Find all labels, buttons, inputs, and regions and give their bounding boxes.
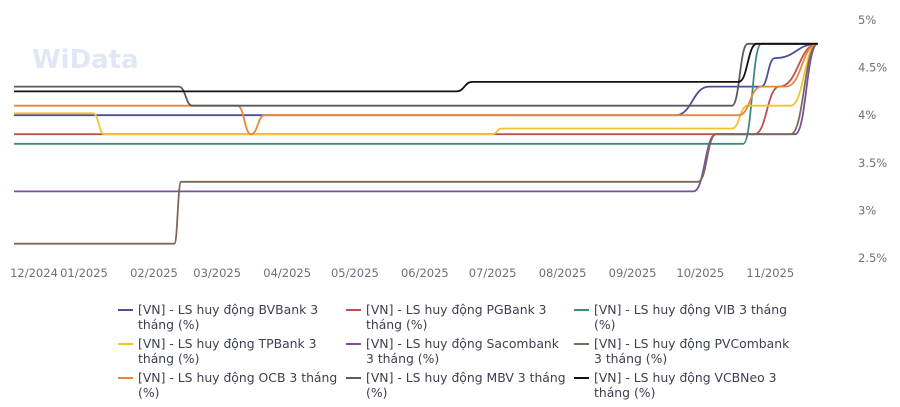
legend-swatch bbox=[346, 343, 361, 345]
legend-item[interactable]: [VN] - LS huy động VIB 3 tháng (%) bbox=[574, 302, 794, 332]
series-line-8 bbox=[14, 42, 818, 93]
legend-swatch bbox=[574, 377, 589, 379]
y-tick-label: 3.5% bbox=[858, 156, 887, 170]
legend-item[interactable]: [VN] - LS huy động PGBank 3 tháng (%) bbox=[346, 302, 566, 332]
x-tick-label: 05/2025 bbox=[331, 266, 379, 280]
y-tick-label: 3% bbox=[858, 203, 876, 217]
series-line-4 bbox=[14, 42, 819, 193]
legend: [VN] - LS huy động BVBank 3 tháng (%) [VN… bbox=[118, 302, 818, 402]
series-line-5 bbox=[14, 42, 819, 245]
x-tick-label: 11/2025 bbox=[746, 266, 794, 280]
legend-label: [VN] - LS huy động MBV 3 tháng (%) bbox=[366, 370, 566, 400]
legend-swatch bbox=[346, 377, 361, 379]
legend-label: [VN] - LS huy động TPBank 3 tháng (%) bbox=[138, 336, 317, 366]
x-tick-label: 09/2025 bbox=[609, 266, 657, 280]
legend-item[interactable]: [VN] - LS huy động TPBank 3 tháng (%) bbox=[118, 336, 338, 366]
x-tick-label: 04/2025 bbox=[263, 266, 311, 280]
x-tick-label: 02/2025 bbox=[130, 266, 178, 280]
series-line-7 bbox=[14, 42, 818, 107]
legend-item[interactable]: [VN] - LS huy động BVBank 3 tháng (%) bbox=[118, 302, 338, 332]
x-tick-label: 08/2025 bbox=[539, 266, 587, 280]
legend-swatch bbox=[574, 343, 589, 345]
legend-item[interactable]: [VN] - LS huy động VCBNeo 3 tháng (%) bbox=[574, 370, 794, 400]
legend-label: [VN] - LS huy động BVBank 3 tháng (%) bbox=[138, 302, 319, 332]
y-tick-label: 2.5% bbox=[858, 251, 887, 265]
legend-item[interactable]: [VN] - LS huy động PVCombank 3 tháng (%) bbox=[574, 336, 794, 366]
x-tick-label: 10/2025 bbox=[676, 266, 724, 280]
x-tick-label: 07/2025 bbox=[469, 266, 517, 280]
series-line-3 bbox=[14, 42, 819, 136]
x-tick-label: 01/2025 bbox=[60, 266, 108, 280]
legend-item[interactable]: [VN] - LS huy động MBV 3 tháng (%) bbox=[346, 370, 566, 400]
legend-label: [VN] - LS huy động PGBank 3 tháng (%) bbox=[366, 302, 547, 332]
y-tick-label: 4% bbox=[858, 108, 876, 122]
y-tick-label: 5% bbox=[858, 13, 876, 27]
legend-swatch bbox=[346, 309, 361, 311]
legend-swatch bbox=[118, 309, 133, 311]
legend-swatch bbox=[118, 377, 133, 379]
x-tick-label: 06/2025 bbox=[401, 266, 449, 280]
legend-swatch bbox=[118, 343, 133, 345]
legend-item[interactable]: [VN] - LS huy động OCB 3 tháng (%) bbox=[118, 370, 338, 400]
x-tick-label: 03/2025 bbox=[193, 266, 241, 280]
legend-item[interactable]: [VN] - LS huy động Sacombank 3 tháng (%) bbox=[346, 336, 566, 366]
legend-label: [VN] - LS huy động VCBNeo 3 tháng (%) bbox=[594, 370, 777, 400]
legend-label: [VN] - LS huy động PVCombank 3 tháng (%) bbox=[594, 336, 790, 366]
legend-swatch bbox=[574, 309, 589, 311]
legend-label: [VN] - LS huy động OCB 3 tháng (%) bbox=[138, 370, 338, 400]
series-lines bbox=[14, 42, 819, 245]
line-chart: WiData 12/2024 01/2025 02/2025 03/2025 04/20… bbox=[10, 13, 887, 280]
x-axis: 12/2024 01/2025 02/2025 03/2025 04/2025 05/20… bbox=[10, 266, 794, 280]
y-axis: 2.5% 3% 3.5% 4% 4.5% 5% bbox=[858, 13, 887, 265]
y-tick-label: 4.5% bbox=[858, 61, 887, 75]
legend-label: [VN] - LS huy động Sacombank 3 tháng (%) bbox=[366, 336, 559, 366]
x-tick-label: 12/2024 bbox=[10, 266, 58, 280]
legend-label: [VN] - LS huy động VIB 3 tháng (%) bbox=[594, 302, 787, 332]
watermark-logo: WiData bbox=[32, 45, 139, 75]
